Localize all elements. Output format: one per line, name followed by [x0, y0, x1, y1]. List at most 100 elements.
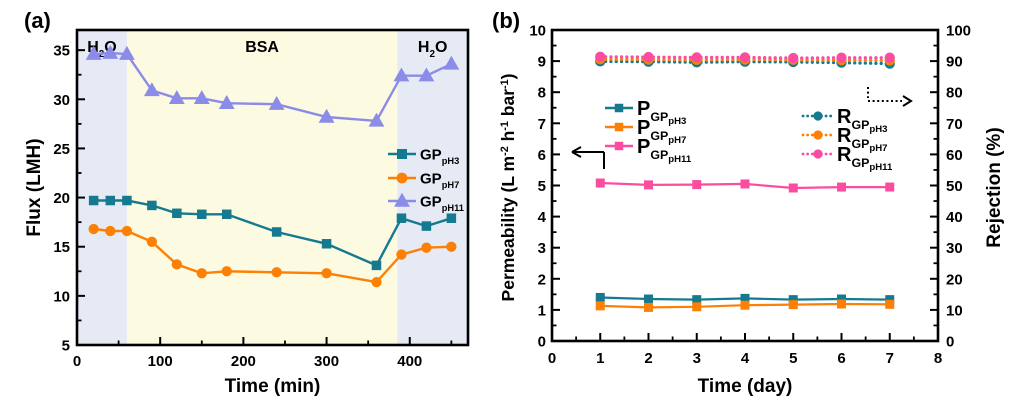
legend-label-GP_pH3: GPpH3 — [420, 147, 459, 167]
yr-tick-label: 20 — [946, 271, 963, 288]
yl-tick-label: 1 — [538, 302, 546, 319]
y-tick-label: 15 — [53, 239, 70, 256]
yr-tick-label: 30 — [946, 240, 963, 257]
series-marker-P_GP_pH3 — [692, 295, 702, 305]
yl-tick-label: 3 — [538, 240, 546, 257]
series-marker-GP_pH11 — [85, 45, 102, 60]
yl-tick-label: 6 — [538, 147, 546, 164]
series-marker-R_GP_pH11 — [691, 52, 702, 63]
series-marker-GP_pH3 — [271, 227, 282, 237]
x-tick-label: 6 — [837, 350, 845, 367]
legend-marker-P_GP_pH3 — [614, 103, 624, 113]
yl-tick-label: 0 — [538, 334, 546, 351]
legend-label-GP_pH7: GPpH7 — [420, 171, 459, 191]
series-marker-P_GP_pH11 — [740, 179, 750, 189]
series-marker-GP_pH11 — [143, 82, 160, 97]
yl-tick-label: 9 — [538, 54, 546, 71]
series-marker-GP_pH11 — [218, 95, 235, 109]
series-marker-GP_pH11 — [393, 67, 410, 82]
series-marker-GP_pH3 — [105, 195, 116, 206]
band-region-1 — [126, 30, 398, 345]
series-marker-GP_pH3 — [147, 200, 157, 211]
series-marker-P_GP_pH7 — [595, 301, 605, 311]
series-marker-GP_pH3 — [221, 209, 232, 220]
series-marker-R_GP_pH11 — [884, 52, 895, 63]
series-marker-P_GP_pH11 — [595, 178, 605, 188]
series-marker-R_GP_pH11 — [595, 51, 606, 62]
legend-marker-GP_pH11 — [394, 192, 410, 207]
series-marker-GP_pH11 — [193, 90, 210, 105]
yl-tick-label: 5 — [538, 178, 546, 195]
y-tick-label: 35 — [53, 43, 70, 60]
yr-tick-label: 0 — [946, 334, 954, 351]
series-marker-GP_pH3 — [421, 221, 432, 231]
series-marker-GP_pH7 — [196, 268, 207, 279]
yr-tick-label: 10 — [946, 302, 963, 319]
x-tick-label: 8 — [934, 350, 942, 367]
plot-frame — [75, 28, 470, 347]
legend-marker-P_GP_pH11 — [614, 141, 624, 151]
left-axis-arrow-path — [571, 146, 605, 169]
y-axis-title-right: Rejection (%) — [984, 127, 1005, 247]
x-tick-label: 100 — [148, 353, 173, 370]
series-marker-GP_pH7 — [121, 225, 133, 237]
series-marker-GP_pH3 — [446, 213, 457, 223]
series-marker-GP_pH11 — [168, 90, 185, 105]
band-label-1: BSA — [245, 39, 279, 56]
x-tick-label: 0 — [73, 353, 81, 370]
yl-tick-label: 8 — [538, 85, 546, 102]
panel-a-label: (a) — [24, 8, 51, 33]
x-tick-label: 3 — [693, 350, 701, 367]
x-tick-label: 5 — [789, 350, 797, 367]
x-tick-label: 4 — [741, 350, 750, 367]
series-marker-GP_pH7 — [171, 259, 182, 270]
series-marker-GP_pH3 — [197, 209, 207, 220]
yr-tick-label: 60 — [946, 147, 963, 164]
legend-label-P_GP_pH7: PGPpH7 — [637, 117, 686, 146]
series-marker-GP_pH3 — [396, 213, 407, 223]
x-axis-title-b: Time (day) — [698, 376, 793, 397]
y-tick-label: 25 — [53, 141, 70, 158]
series-marker-GP_pH11 — [118, 45, 135, 60]
series-marker-GP_pH3 — [88, 195, 99, 206]
series-marker-P_GP_pH3 — [885, 295, 895, 305]
series-marker-GP_pH3 — [371, 260, 382, 271]
x-tick-label: 2 — [644, 350, 652, 367]
legend-label-R_GP_pH7: RGPpH7 — [837, 125, 887, 154]
series-marker-P_GP_pH11 — [788, 183, 798, 193]
legend-marker-R_GP_pH11 — [813, 149, 823, 159]
series-marker-R_GP_pH11 — [643, 51, 654, 63]
legend-marker-GP_pH7 — [396, 172, 408, 184]
yr-tick-label: 50 — [946, 178, 963, 195]
band-region-2 — [397, 30, 468, 345]
series-marker-P_GP_pH7 — [692, 302, 702, 312]
series-marker-GP_pH3 — [321, 239, 332, 249]
yr-tick-label: 100 — [946, 23, 971, 40]
series-marker-P_GP_pH7 — [788, 300, 798, 310]
panel-b-label: (b) — [492, 8, 520, 33]
series-marker-GP_pH7 — [321, 268, 332, 279]
series-marker-GP_pH3 — [122, 195, 132, 206]
yr-tick-label: 80 — [946, 85, 963, 102]
series-marker-R_GP_pH11 — [788, 52, 799, 64]
series-marker-P_GP_pH7 — [740, 300, 750, 310]
yl-tick-label: 7 — [538, 116, 546, 133]
series-marker-P_GP_pH11 — [692, 180, 702, 190]
y-tick-label: 10 — [53, 288, 70, 305]
series-marker-GP_pH7 — [221, 266, 232, 277]
series-marker-GP_pH3 — [172, 208, 182, 219]
x-tick-label: 200 — [231, 353, 256, 370]
band-region-0 — [77, 30, 127, 345]
series-marker-GP_pH7 — [271, 267, 282, 278]
series-marker-P_GP_pH3 — [644, 294, 653, 304]
legend-marker-R_GP_pH7 — [813, 130, 823, 140]
panel-a-flux-vs-time-chart: H2OBSAH2O01002003004005101520253035GPpH3… — [24, 8, 470, 397]
x-tick-label: 400 — [397, 353, 422, 370]
y-axis-title-left: Permeability (L m-2 h-1 bar-1) — [498, 74, 518, 302]
y-tick-label: 20 — [53, 190, 70, 207]
series-marker-P_GP_pH11 — [885, 182, 895, 192]
series-marker-P_GP_pH3 — [788, 295, 798, 305]
series-marker-R_GP_pH11 — [836, 52, 847, 63]
